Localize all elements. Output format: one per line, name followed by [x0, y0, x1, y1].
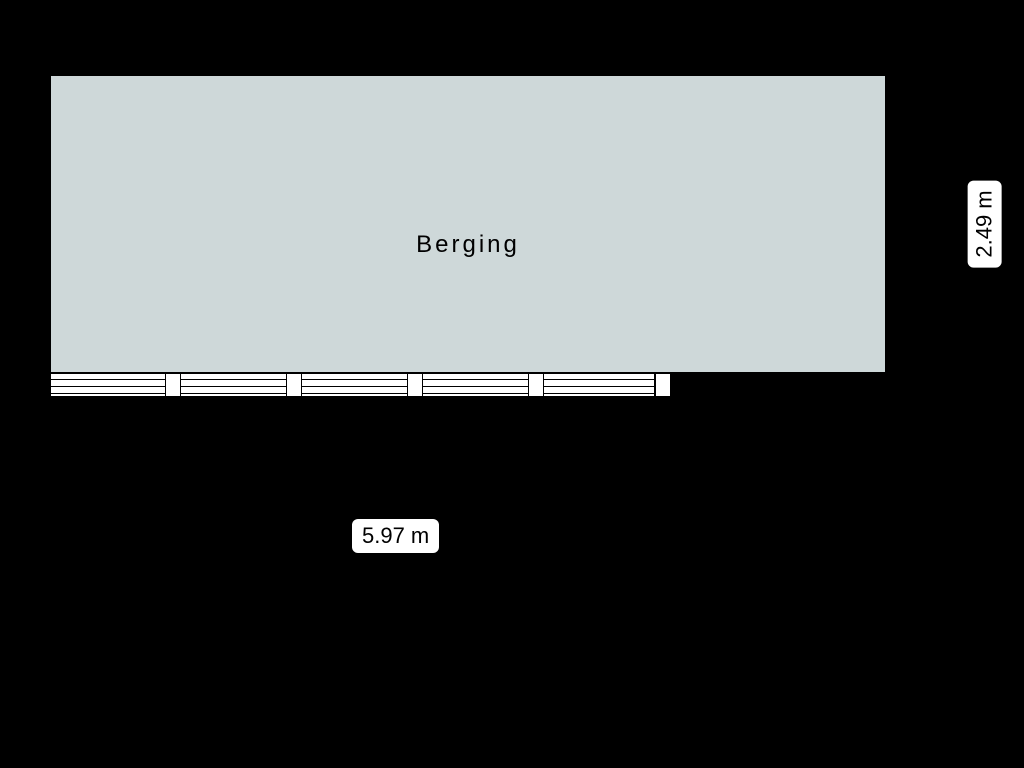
door-strip [50, 373, 655, 397]
dimension-height-label: 2.49 m [968, 180, 1002, 267]
dimension-width-line [50, 536, 886, 538]
room-berging: Berging [50, 75, 886, 373]
door-panel-divider [286, 374, 302, 396]
door-slat-line [51, 393, 654, 394]
door-slat-line [51, 379, 654, 380]
room-label: Berging [51, 231, 885, 259]
door-panel-divider [407, 374, 423, 396]
door-end-cap [655, 373, 671, 397]
dimension-width-tick-left [49, 528, 51, 546]
dimension-height-tick-bottom [977, 372, 995, 374]
floorplan-canvas: Berging 5.97 m 2.49 m [0, 0, 1024, 768]
dimension-height-tick-top [977, 74, 995, 76]
dimension-width-tick-right [885, 528, 887, 546]
dimension-width-label: 5.97 m [352, 519, 439, 553]
door-slat-line [51, 386, 654, 387]
door-panel-divider [528, 374, 544, 396]
door-panel-divider [165, 374, 181, 396]
